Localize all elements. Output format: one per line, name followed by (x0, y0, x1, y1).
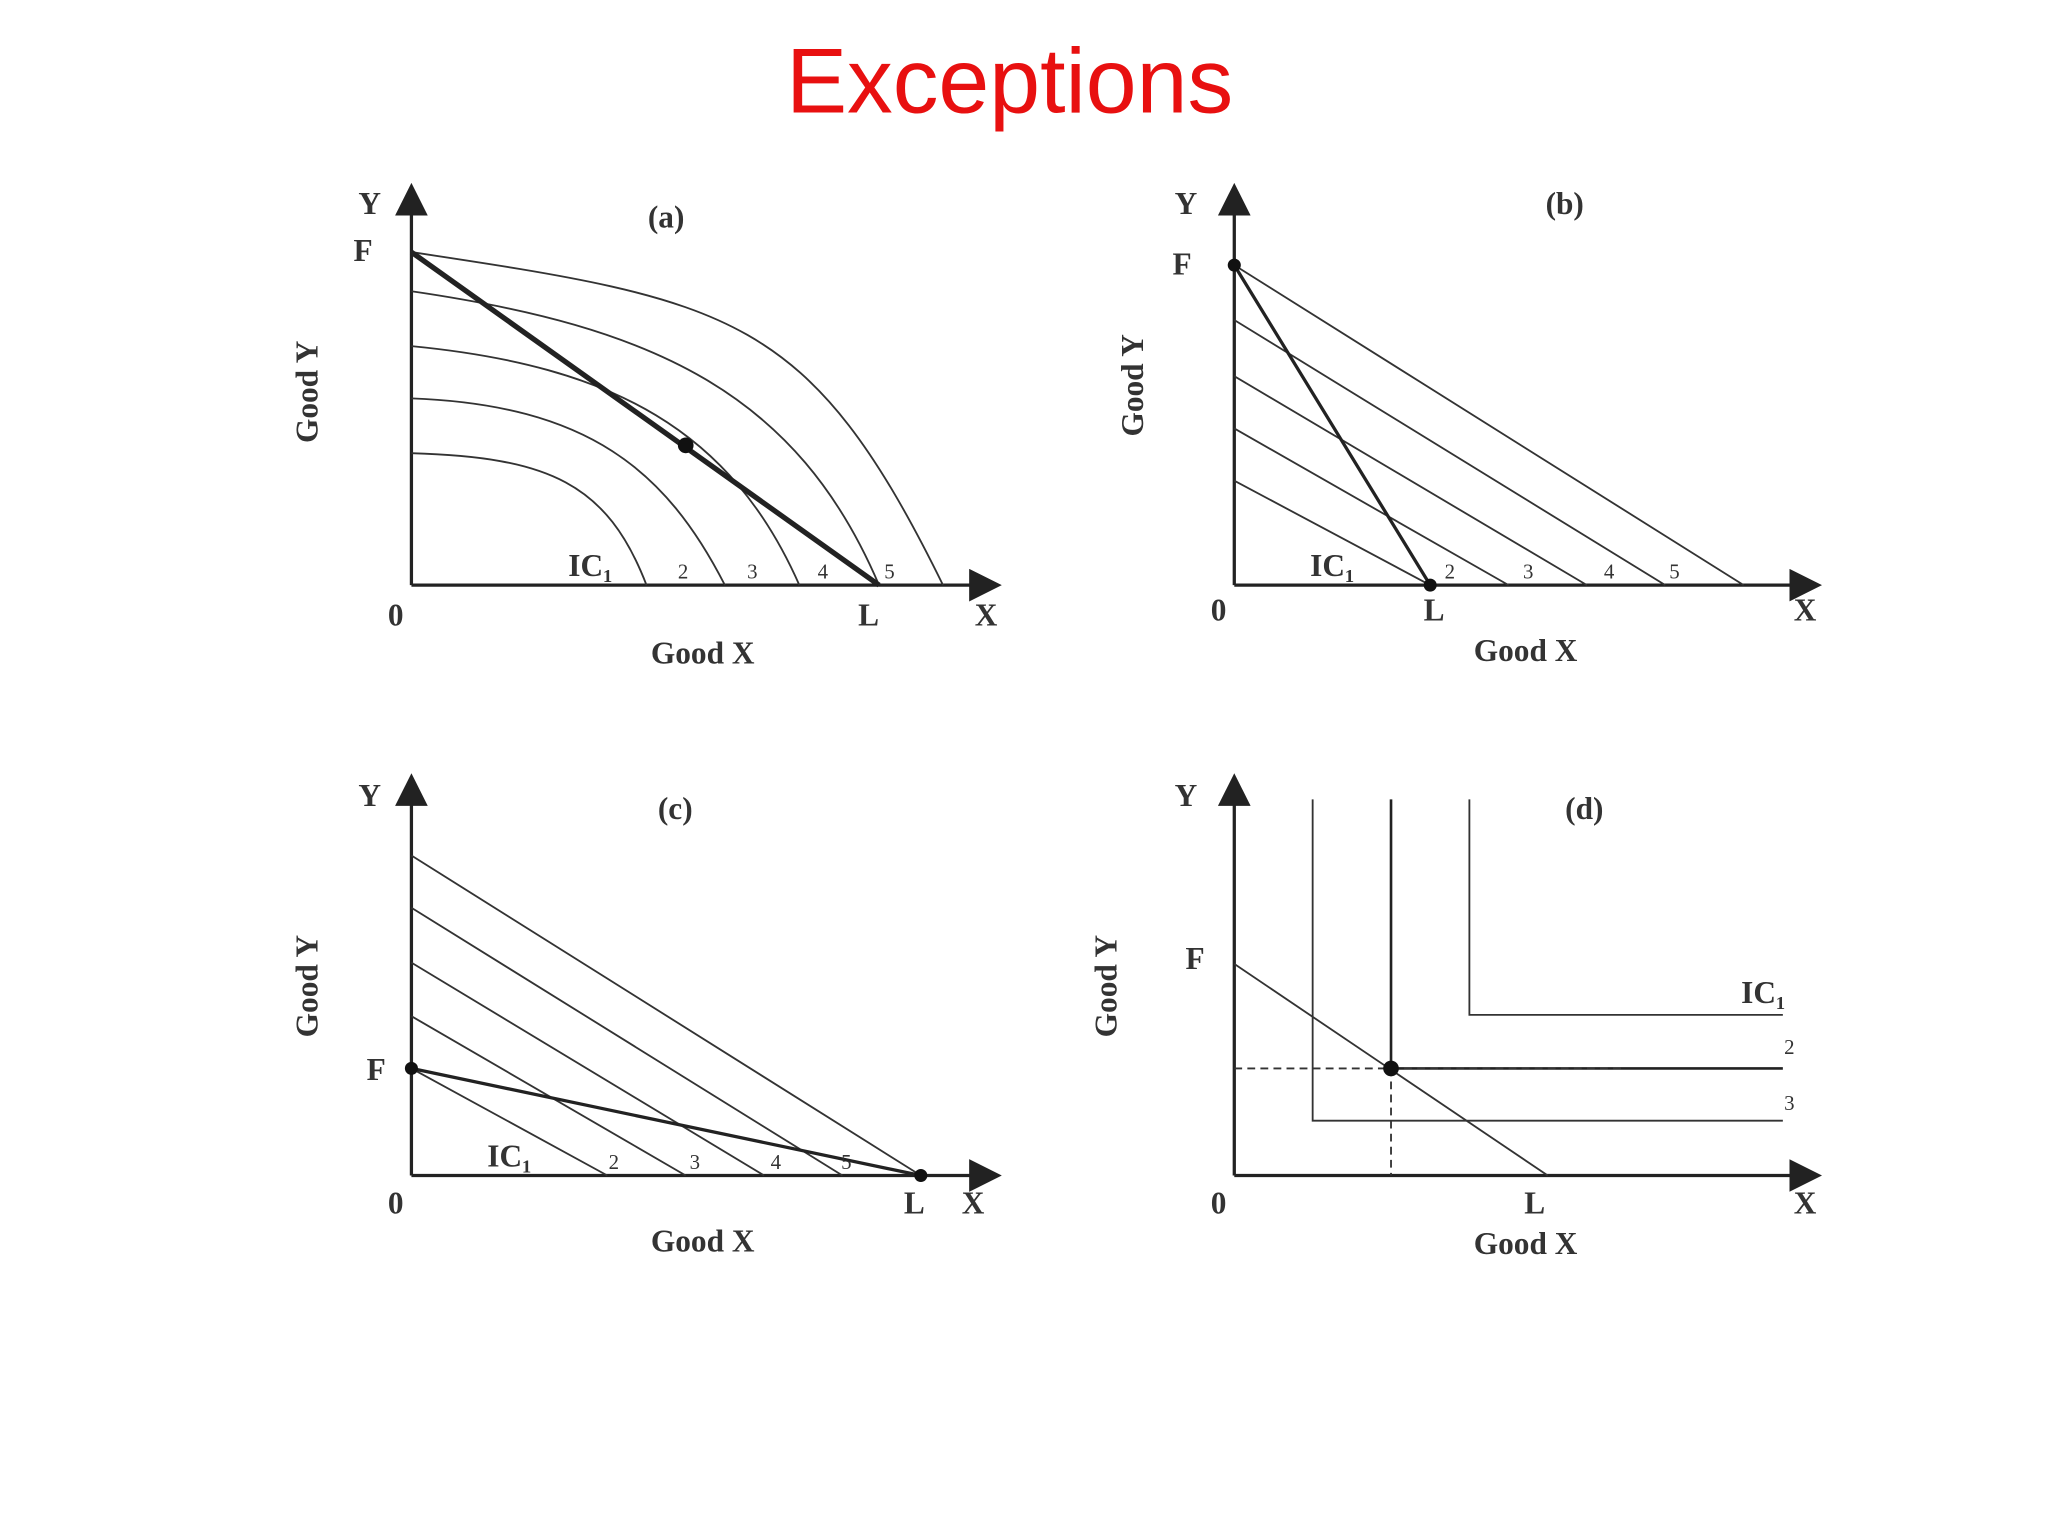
y-axis-label: Y (358, 778, 381, 813)
origin-label: 0 (1211, 1185, 1227, 1220)
indifference-curve (411, 290, 880, 586)
curve-label: 2 (609, 1150, 619, 1174)
curve-label: IC₁ (1310, 548, 1354, 583)
panel-label: (b) (1546, 186, 1584, 221)
corner-point (1423, 578, 1437, 592)
point-label: L (904, 1185, 925, 1220)
curve-label: 2 (678, 560, 688, 584)
curve-label: 4 (818, 560, 829, 584)
y-title: Good Y (289, 340, 324, 443)
indifference-curve (411, 397, 726, 586)
y-title: Good Y (1089, 935, 1124, 1038)
curve-label: IC₁ (568, 548, 612, 583)
curve-label: 5 (884, 560, 894, 584)
curve-label: 5 (1669, 560, 1679, 584)
origin-label: 0 (388, 598, 404, 633)
point-label: F (367, 1052, 386, 1087)
origin-label: 0 (1211, 592, 1227, 627)
x-title: Good X (1474, 1226, 1578, 1261)
slide-title: Exceptions (786, 30, 1233, 132)
curve-label: 3 (747, 560, 757, 584)
panel-label: (a) (648, 199, 685, 234)
x-axis-label: X (962, 1185, 985, 1220)
budget-line (409, 249, 881, 588)
panel-a: Y F 0 L X (a) Good X Good Y IC₁ 2 3 4 5 (289, 182, 1002, 671)
equilibrium-point (677, 437, 694, 454)
indifference-curve (411, 345, 801, 586)
curve-label: 2 (1445, 560, 1455, 584)
x-axis-label: X (975, 598, 998, 633)
curve-label: 3 (1523, 560, 1533, 584)
panel-label: (c) (658, 791, 693, 826)
y-axis-label: Y (358, 186, 381, 221)
panel-label: (d) (1565, 791, 1603, 826)
indifference-curves (1311, 799, 1783, 1122)
curve-label: 3 (1784, 1091, 1794, 1115)
panel-d: Y F 0 L X (d) Good X Good Y IC₁ 2 3 (1089, 773, 1823, 1261)
curve-label: 5 (841, 1150, 851, 1174)
guide-lines (1234, 1067, 1627, 1176)
point-label: L (1524, 1185, 1545, 1220)
y-title: Good Y (289, 935, 324, 1038)
budget-line (411, 1066, 922, 1178)
corner-point (914, 1168, 928, 1183)
curve-label: IC₁ (1741, 975, 1785, 1010)
origin-label: 0 (388, 1185, 404, 1220)
y-title: Good Y (1115, 334, 1150, 437)
x-axis-label: X (1794, 592, 1817, 627)
curve-label: 4 (771, 1150, 782, 1174)
curve-label: 4 (1604, 560, 1615, 584)
indifference-curve (411, 452, 648, 586)
x-title: Good X (1474, 633, 1578, 668)
indifference-curve (1389, 799, 1783, 1070)
equilibrium-point (1383, 1060, 1399, 1077)
point-label: F (1186, 941, 1205, 976)
x-axis-label: X (1794, 1185, 1817, 1220)
curve-label: IC₁ (487, 1138, 531, 1173)
corner-point (1227, 258, 1241, 272)
indifference-curve (411, 251, 944, 586)
y-axis-label: Y (1175, 186, 1198, 221)
x-title: Good X (651, 636, 755, 671)
point-label: F (1172, 246, 1191, 281)
point-label: F (354, 233, 373, 268)
corner-point (404, 1061, 418, 1075)
curve-label: 3 (690, 1150, 700, 1174)
panel-b: Y F 0 L X (b) Good X Good Y IC₁ 2 3 4 5 (1115, 182, 1823, 668)
y-axis-label: Y (1175, 778, 1198, 813)
point-label: L (1424, 592, 1445, 627)
point-label: L (858, 598, 879, 633)
curve-label: 2 (1784, 1035, 1794, 1059)
indifference-curves (410, 854, 922, 1177)
indifference-curves (1233, 264, 1745, 586)
panel-c: Y F 0 L X (c) Good X Good Y IC₁ 2 3 4 5 (289, 773, 1002, 1258)
budget-line (1232, 264, 1432, 586)
x-title: Good X (651, 1223, 755, 1258)
